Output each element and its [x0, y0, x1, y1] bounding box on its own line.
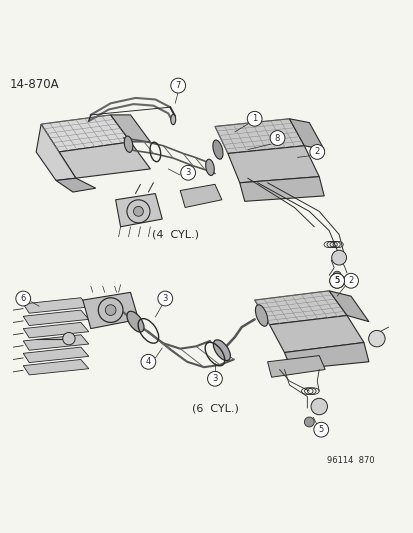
Text: 5: 5: [318, 425, 323, 434]
Text: 3: 3: [212, 374, 217, 383]
Polygon shape: [115, 193, 162, 227]
Text: 14-870A: 14-870A: [9, 78, 59, 91]
Text: 3: 3: [185, 168, 190, 177]
Text: 3: 3: [162, 294, 168, 303]
Polygon shape: [328, 291, 368, 321]
Ellipse shape: [212, 140, 223, 159]
Ellipse shape: [213, 340, 230, 361]
Text: 5: 5: [334, 276, 339, 285]
Circle shape: [133, 206, 143, 216]
Circle shape: [331, 250, 346, 265]
Ellipse shape: [124, 136, 133, 152]
Text: (4  CYL.): (4 CYL.): [151, 230, 198, 239]
Text: 5: 5: [334, 276, 339, 285]
Text: 1: 1: [252, 114, 257, 123]
Polygon shape: [23, 359, 88, 375]
Ellipse shape: [255, 305, 267, 326]
Circle shape: [105, 305, 116, 316]
Circle shape: [309, 144, 324, 159]
Circle shape: [343, 273, 358, 288]
Polygon shape: [59, 142, 150, 178]
Circle shape: [368, 330, 384, 347]
Polygon shape: [36, 124, 76, 181]
Circle shape: [171, 78, 185, 93]
Circle shape: [329, 273, 344, 288]
Text: (6  CYL.): (6 CYL.): [191, 403, 238, 413]
Circle shape: [63, 333, 75, 345]
Polygon shape: [269, 316, 363, 352]
Polygon shape: [23, 298, 88, 313]
Circle shape: [141, 354, 155, 369]
Circle shape: [332, 271, 340, 279]
Polygon shape: [284, 343, 368, 369]
Polygon shape: [23, 347, 88, 362]
Text: 2: 2: [348, 276, 353, 285]
Polygon shape: [289, 119, 323, 150]
Circle shape: [269, 131, 284, 146]
Ellipse shape: [170, 115, 175, 125]
Text: 96114  870: 96114 870: [326, 456, 374, 465]
Circle shape: [247, 111, 261, 126]
Circle shape: [313, 422, 328, 437]
Text: 2: 2: [314, 148, 319, 156]
Polygon shape: [214, 119, 304, 154]
Text: 7: 7: [175, 81, 180, 90]
Circle shape: [304, 417, 313, 427]
Ellipse shape: [127, 311, 144, 332]
Polygon shape: [267, 356, 325, 377]
Text: 6: 6: [21, 294, 26, 303]
Circle shape: [157, 291, 172, 306]
Circle shape: [329, 273, 344, 288]
Circle shape: [207, 372, 222, 386]
Polygon shape: [83, 292, 138, 329]
Polygon shape: [23, 310, 88, 326]
Polygon shape: [239, 176, 323, 201]
Polygon shape: [227, 146, 318, 183]
Polygon shape: [41, 115, 130, 152]
Polygon shape: [180, 184, 221, 207]
Text: 4: 4: [145, 357, 151, 366]
Text: 8: 8: [274, 134, 280, 142]
Circle shape: [310, 398, 327, 415]
Polygon shape: [254, 291, 346, 325]
Polygon shape: [23, 335, 88, 350]
Polygon shape: [110, 115, 150, 142]
Polygon shape: [56, 178, 95, 192]
Circle shape: [16, 291, 31, 306]
Circle shape: [180, 165, 195, 180]
Polygon shape: [23, 322, 88, 338]
Ellipse shape: [205, 159, 214, 175]
